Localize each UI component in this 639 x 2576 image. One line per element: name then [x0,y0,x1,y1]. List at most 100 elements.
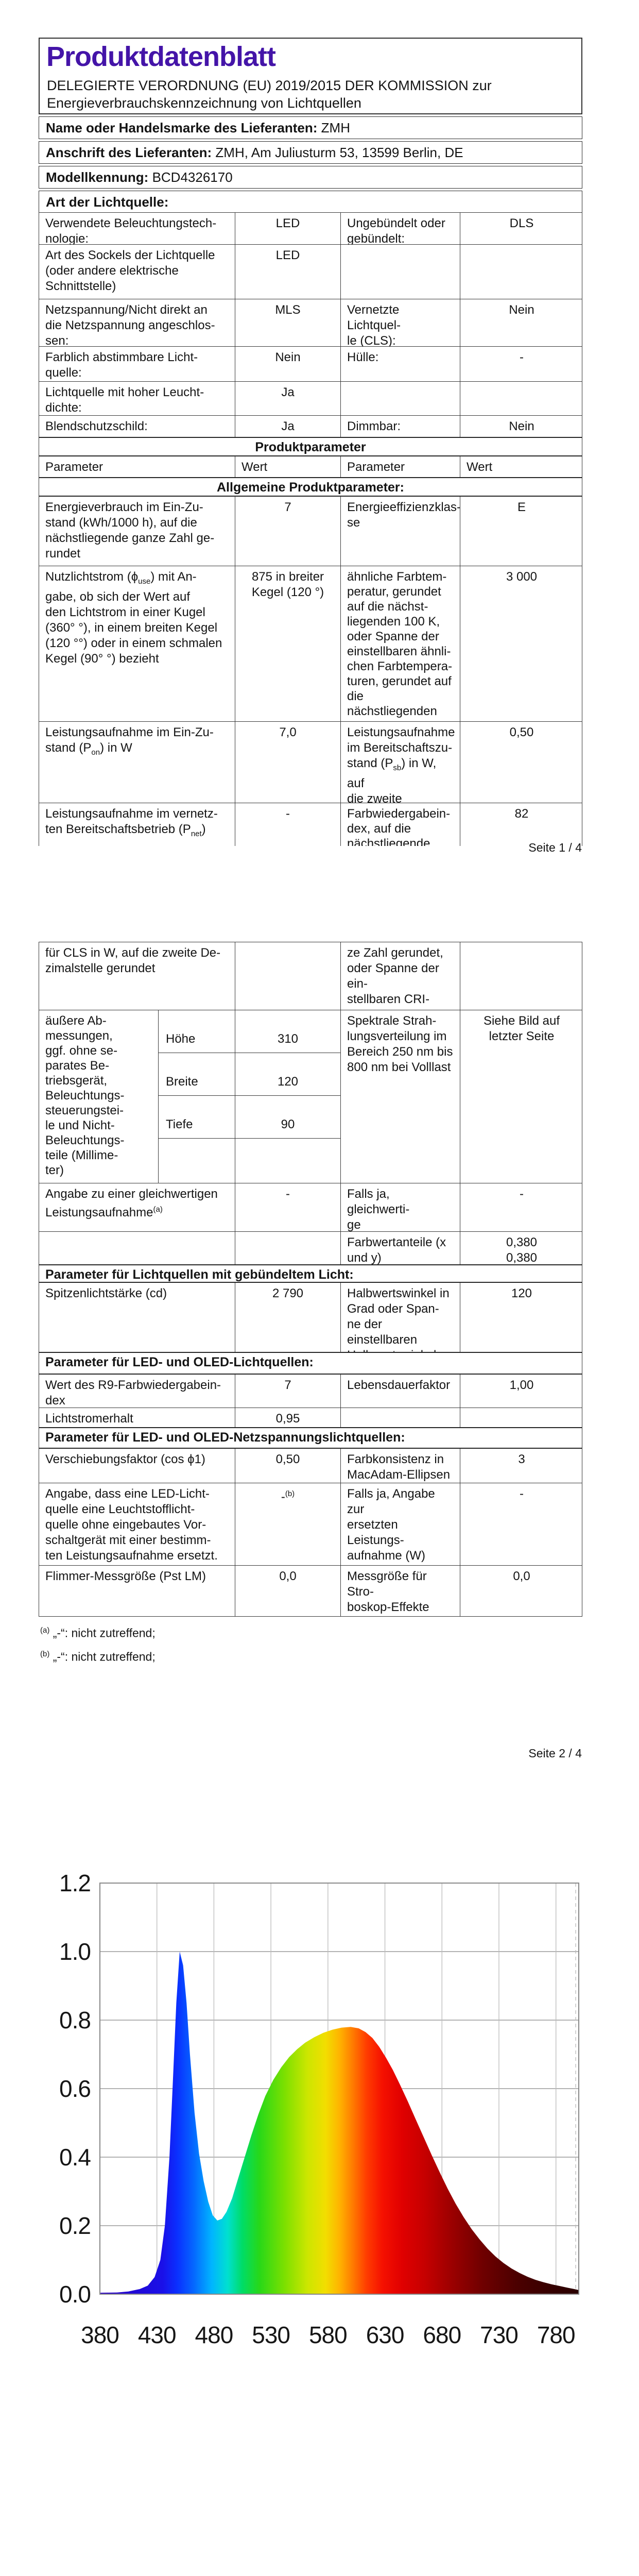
page-footer-2: Seite 2 / 4 [528,1747,582,1760]
dimension-label-hoehe: Höhe [159,1026,235,1053]
supplier-address-row: Anschrift des Lieferanten: ZMH, Am Juliu… [39,141,582,164]
dimension-value-breite: 120 [235,1069,340,1096]
value-cell: 0,380 0,380 [460,1232,583,1264]
param-cell: Lichtstromerhalt [45,1412,133,1426]
value-cell: Ja [235,382,340,415]
row-nutzlichtstrom: Nutzlichtstrom (ϕuse) mit An- gabe, ob s… [39,566,582,721]
svg-text:580: 580 [309,2321,347,2348]
page-3: 0.0 0.2 0.4 0.6 0.8 1.0 1.2 380 430 480 530 580 630 6… [0,1807,639,2576]
model-id-row: Modellkennung: BCD4326170 [39,166,582,189]
value-cell: LED [235,245,340,299]
section-header-allgemein: Allgemeine Produktparameter: [39,477,582,497]
row-gleichwertige-leistung: Angabe zu einer gleichwertigen Leistungs… [39,1183,582,1231]
value-cell: E [460,497,583,566]
value-cell: Nein [235,347,340,381]
document-subtitle: DELEGIERTE VERORDNUNG (EU) 2019/2015 DER… [47,78,492,111]
param-cell: Art des Sockels der Lichtquelle (oder an… [45,248,215,293]
value-cell: 7 [235,497,340,566]
param-cell [340,382,460,415]
param-cell: Leistungsaufnahme im vernetz- ten Bereit… [39,803,235,846]
text-segment: ) in W, auf die zweite Dezimal- stelle g… [347,756,437,803]
param-cell: Ungebündelt oder gebündelt: [340,213,460,244]
superscript: (b) [285,1489,295,1498]
model-id-value: BCD4326170 [152,170,233,185]
value-cell: Nein [460,416,583,437]
param-cell [39,1232,235,1264]
value-cell [460,942,583,1010]
param-cell: Farblich abstimmbare Licht- quelle: [45,350,198,380]
param-cell: Angabe, dass eine LED-Licht- quelle eine… [45,1487,218,1563]
section-header-led: Parameter für LED- und OLED-Lichtquellen… [39,1352,582,1375]
svg-text:630: 630 [366,2321,404,2348]
svg-text:380: 380 [81,2321,119,2348]
text-segment: Nutzlichtstrom (ϕ [45,570,139,584]
dimension-label-breite: Breite [159,1069,235,1096]
dimension-value-tiefe: 90 [235,1111,340,1139]
value-cell: 82 [460,803,583,846]
text-segment: ) mit An- gabe, ob sich der Wert auf den… [45,570,222,666]
svg-text:1.2: 1.2 [59,1870,91,1896]
svg-text:480: 480 [195,2321,233,2348]
supplier-address-value: ZMH, Am Juliusturm 53, 13599 Berlin, DE [215,145,463,160]
text-segment: Leistungsaufnahme im Ein-Zu- stand (P [45,725,214,755]
value-cell: 2 790 [235,1283,340,1352]
superscript: (a) [153,1205,163,1214]
subscript: net [191,829,202,838]
supplier-address-label: Anschrift des Lieferanten: [46,145,212,160]
value-cell: 875 in breiter Kegel (120 °) [235,566,340,721]
row-leistungsaufnahme-vernetzt: Leistungsaufnahme im vernetz- ten Bereit… [39,803,582,846]
row-energieverbrauch: Energieverbrauch im Ein-Zu- stand (kWh/1… [39,497,582,566]
param-cell: Farbwiedergabein- dex, auf die nächstlie… [340,803,460,846]
section-header-label: Parameter für Lichtquellen mit gebündelt… [45,1267,354,1282]
row-lichtstromerhalt: Lichtstromerhalt 0,95 [39,1408,582,1427]
supplier-name-row: Name oder Handelsmarke des Lieferanten: … [39,116,582,139]
text-segment: Angabe zu einer gleichwertigen Leistungs… [45,1187,218,1219]
superscript: (a) [40,1626,50,1635]
spectral-chart: 0.0 0.2 0.4 0.6 0.8 1.0 1.2 380 430 480 530 580 630 6… [59,1870,579,2348]
param-cell: Falls ja, gleichwerti- ge Leistungsaufna… [340,1183,460,1231]
value-cell: MLS [235,299,340,346]
dimension-value-hoehe: 310 [235,1026,340,1053]
light-source-type-row: Art der Lichtquelle: [39,191,582,213]
param-cell: Netzspannung/Nicht direkt an die Netzspa… [45,303,215,346]
row-continuation: für CLS in W, auf die zweite De- zimalst… [39,942,582,1010]
param-cell: Leistungsaufnahme im Bereitschaftszu- st… [340,722,460,803]
param-cell: Flimmer-Messgröße (Pst LM) [45,1569,206,1583]
section-header-netzspannung: Parameter für LED- und OLED-Netzspannung… [39,1427,582,1449]
text-segment: Leistungsaufnahme im Bereitschaftszu- st… [347,725,455,770]
row-flimmer: Flimmer-Messgröße (Pst LM) 0,0 Messgröße… [39,1565,582,1617]
value-cell: 3 [460,1449,583,1483]
value-cell: - [460,1483,583,1565]
svg-text:430: 430 [138,2321,176,2348]
light-source-type-label: Art der Lichtquelle: [46,194,169,210]
page-footer-1: Seite 1 / 4 [528,841,582,854]
param-cell: äußere Ab- messungen, ggf. ohne se- para… [45,1014,125,1177]
dimension-values: 310 120 90 [235,1010,340,1183]
value-cell [235,1232,340,1264]
text-segment: ) [201,822,206,836]
svg-text:730: 730 [480,2321,518,2348]
param-cell: ähnliche Farbtem- peratur, gerundet auf … [340,566,460,721]
value-cell [460,1408,583,1427]
subscript: on [91,748,100,757]
text-segment: Leistungsaufnahme im vernetz- ten Bereit… [45,807,218,836]
value-cell: 7 [235,1375,340,1408]
svg-text:0.8: 0.8 [59,2007,91,2033]
page-1: Produktdatenblatt DELEGIERTE VERORDNUNG … [0,0,639,904]
value-cell [460,245,583,299]
footnote-a-text: „-“: nicht zutreffend; [53,1626,156,1640]
value-cell [235,942,340,1010]
row-sockel: Art des Sockels der Lichtquelle (oder an… [39,244,582,299]
value-cell: 1,00 [460,1375,583,1408]
model-id-label: Modellkennung: [46,170,149,185]
row-r9-index: Wert des R9-Farbwiedergabein- dex 7 Lebe… [39,1375,582,1408]
section-header-produktparameter: Produktparameter [39,437,582,456]
column-header: Wert [235,456,340,477]
svg-text:0.0: 0.0 [59,2281,91,2308]
subscript: sb [393,763,402,772]
svg-text:680: 680 [423,2321,461,2348]
supplier-name-value: ZMH [321,120,350,135]
param-cell: Energieverbrauch im Ein-Zu- stand (kWh/1… [45,500,215,561]
section-header-label: Parameter für LED- und OLED-Netzspannung… [45,1430,405,1445]
section-header-label: Allgemeine Produktparameter: [217,480,404,495]
